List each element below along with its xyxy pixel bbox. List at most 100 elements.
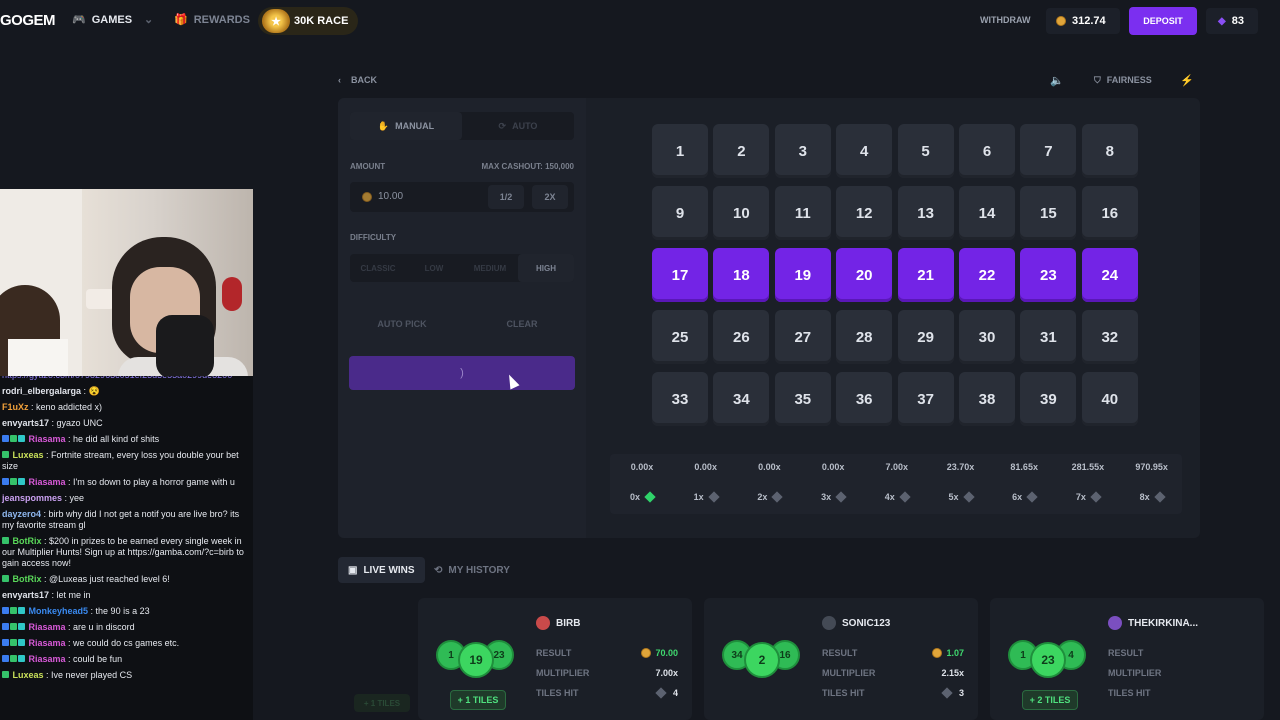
- tile-6[interactable]: 6: [959, 124, 1015, 178]
- tile-38[interactable]: 38: [959, 372, 1015, 426]
- tile-25[interactable]: 25: [652, 310, 708, 364]
- payout-hits-label: 0x: [629, 492, 640, 502]
- tile-35[interactable]: 35: [774, 372, 831, 426]
- chat-username[interactable]: envyarts17: [2, 418, 50, 428]
- chat-username[interactable]: Riasama: [28, 434, 66, 444]
- tab-my-history[interactable]: ⟲ MY HISTORY: [424, 557, 520, 583]
- chat-username[interactable]: Luxeas: [12, 670, 44, 680]
- chat-username[interactable]: BotRix: [12, 536, 42, 546]
- difficulty-medium[interactable]: MEDIUM: [473, 263, 507, 273]
- live-win-card[interactable]: 34 16 2 SONIC123 RESULT 1.07 MULTIPLIER 2.15x TI…: [704, 598, 978, 720]
- double-button[interactable]: 2X: [532, 185, 568, 209]
- sound-icon[interactable]: 🔈: [1050, 75, 1064, 87]
- ball: 19: [458, 642, 494, 678]
- chat-username[interactable]: Riasama: [28, 638, 66, 648]
- difficulty-low[interactable]: LOW: [424, 263, 444, 273]
- chat-username[interactable]: envyarts17: [2, 590, 50, 600]
- race-button[interactable]: ★ 30K RACE: [258, 7, 358, 35]
- tile-8[interactable]: 8: [1081, 124, 1138, 178]
- extra-tiles-badge: + 2 TILES: [1022, 690, 1078, 710]
- tile-32[interactable]: 32: [1081, 310, 1138, 364]
- tile-37[interactable]: 37: [897, 372, 954, 426]
- tile-11[interactable]: 11: [774, 186, 831, 240]
- chat-username[interactable]: F1uXz: [2, 402, 29, 412]
- bet-button[interactable]: ): [349, 356, 575, 390]
- tile-39[interactable]: 39: [1020, 372, 1077, 426]
- chat-username[interactable]: Riasama: [28, 654, 66, 664]
- tile-3[interactable]: 3: [774, 124, 831, 178]
- nav-games-label: GAMES: [91, 13, 133, 26]
- result-label: RESULT: [1108, 648, 1144, 658]
- tile-4[interactable]: 4: [836, 124, 893, 178]
- tile-22[interactable]: 22: [959, 248, 1015, 302]
- chat-username[interactable]: Monkeyhead5: [28, 606, 89, 616]
- chat-username[interactable]: jeanspommes: [2, 493, 63, 503]
- tile-24[interactable]: 24: [1081, 248, 1138, 302]
- chat-username[interactable]: Luxeas: [12, 450, 44, 460]
- ball: 2: [744, 642, 780, 678]
- tile-14[interactable]: 14: [959, 186, 1015, 240]
- deposit-button[interactable]: DEPOSIT: [1129, 7, 1197, 35]
- tile-9[interactable]: 9: [652, 186, 708, 240]
- gems-display[interactable]: ◆ 83: [1206, 8, 1258, 34]
- chat-message: Riasama : could be fun: [0, 654, 253, 665]
- tile-13[interactable]: 13: [897, 186, 954, 240]
- chat-message: https://gyazo.com/07982963c051ef23d3e55a…: [0, 376, 253, 381]
- site-logo[interactable]: GOGEM: [0, 12, 56, 29]
- payout-hits-label: 1x: [693, 492, 704, 502]
- payout-multiplier: 281.55x: [1071, 462, 1105, 472]
- tile-28[interactable]: 28: [836, 310, 893, 364]
- difficulty-classic[interactable]: CLASSIC: [360, 263, 396, 273]
- tiles-hit-label: TILES HIT: [822, 688, 865, 698]
- clear-button[interactable]: CLEAR: [506, 319, 538, 329]
- nav-games[interactable]: 🎮 GAMES ⌄: [72, 13, 153, 27]
- tile-10[interactable]: 10: [713, 186, 770, 240]
- chat-username[interactable]: BotRix: [12, 574, 42, 584]
- mode-manual-tab[interactable]: ✋ MANUAL: [350, 112, 462, 140]
- tab-live-wins[interactable]: ▣ LIVE WINS: [338, 557, 425, 583]
- tile-17[interactable]: 17: [652, 248, 708, 302]
- tile-29[interactable]: 29: [897, 310, 954, 364]
- tile-18[interactable]: 18: [713, 248, 770, 302]
- half-button[interactable]: 1/2: [488, 185, 524, 209]
- withdraw-button[interactable]: WITHDRAW: [980, 15, 1031, 25]
- game-topbar: ‹ BACK 🔈 ⛉ FAIRNESS ⚡: [338, 72, 1200, 90]
- tile-2[interactable]: 2: [713, 124, 770, 178]
- tile-16[interactable]: 16: [1081, 186, 1138, 240]
- tile-15[interactable]: 15: [1020, 186, 1077, 240]
- chat-username[interactable]: dayzero4: [2, 509, 42, 519]
- tile-21[interactable]: 21: [897, 248, 954, 302]
- tile-33[interactable]: 33: [652, 372, 708, 426]
- live-win-card[interactable]: 1 23 19 + 1 TILES BIRB RESULT 70.00 MULTIPLIER 7…: [418, 598, 692, 720]
- amount-input[interactable]: 10.00 1/2 2X: [350, 182, 574, 212]
- tile-12[interactable]: 12: [836, 186, 893, 240]
- tile-5[interactable]: 5: [897, 124, 954, 178]
- tile-34[interactable]: 34: [713, 372, 770, 426]
- tile-27[interactable]: 27: [774, 310, 831, 364]
- fairness-button[interactable]: ⛉ FAIRNESS: [1094, 75, 1152, 86]
- chat-username[interactable]: rodri_elbergalarga: [2, 386, 82, 396]
- nav-rewards[interactable]: 🎁 REWARDS: [174, 13, 250, 27]
- chat-username[interactable]: Riasama: [28, 622, 66, 632]
- tile-31[interactable]: 31: [1020, 310, 1077, 364]
- tile-23[interactable]: 23: [1020, 248, 1077, 302]
- mode-auto-tab[interactable]: ⟳ AUTO: [462, 112, 574, 140]
- auto-pick-button[interactable]: AUTO PICK: [377, 319, 427, 329]
- chat-username[interactable]: Riasama: [28, 477, 66, 487]
- card-username: SONIC123: [842, 617, 891, 629]
- amount-label: AMOUNT: [350, 162, 386, 171]
- difficulty-high[interactable]: HIGH: [518, 254, 574, 282]
- tile-19[interactable]: 19: [774, 248, 831, 302]
- tile-36[interactable]: 36: [836, 372, 893, 426]
- tile-40[interactable]: 40: [1081, 372, 1138, 426]
- tile-26[interactable]: 26: [713, 310, 770, 364]
- tile-7[interactable]: 7: [1020, 124, 1077, 178]
- live-win-card[interactable]: 1 4 23 + 2 TILES THEKIRKINA... RESULT MULTIPLI…: [990, 598, 1264, 720]
- tile-20[interactable]: 20: [836, 248, 893, 302]
- tile-1[interactable]: 1: [652, 124, 708, 178]
- lightning-off-icon[interactable]: ⚡: [1180, 75, 1194, 87]
- tile-30[interactable]: 30: [959, 310, 1015, 364]
- payout-hits-label: 5x: [948, 492, 959, 502]
- back-button[interactable]: ‹ BACK: [338, 75, 377, 85]
- balance-display[interactable]: 312.74: [1046, 8, 1120, 34]
